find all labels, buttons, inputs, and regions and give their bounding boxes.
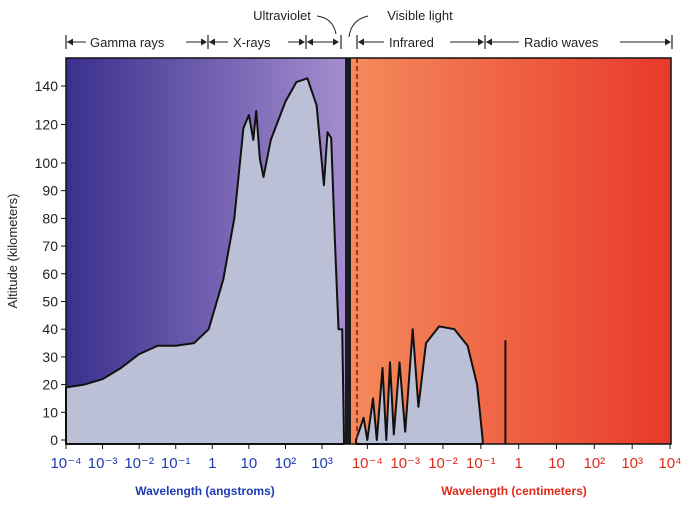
x-tick-label-angstroms: 10: [241, 455, 258, 472]
band-label-ultraviolet: Ultraviolet: [253, 8, 311, 23]
y-tick-label: 50: [42, 294, 58, 310]
background-centimeters: [351, 58, 671, 444]
x-tick-label-centimeters: 1: [515, 455, 523, 472]
x-tick-label-angstroms: 10⁻⁴: [50, 455, 81, 472]
x-tick-label-angstroms: 10⁻¹: [161, 455, 191, 472]
y-tick-label: 30: [42, 349, 58, 365]
x-tick-label-centimeters: 10⁻²: [428, 455, 458, 472]
x-axis-label-angstroms: Wavelength (angstroms): [135, 484, 275, 498]
band-arrow: [333, 38, 339, 46]
band-label-radio-waves: Radio waves: [524, 35, 599, 50]
spectrum-bands-layer: Gamma rays X-rays Ultraviolet Visible light…: [65, 8, 673, 50]
visible-light-leader: [348, 15, 369, 38]
y-tick-label: 20: [42, 377, 58, 393]
visible-light-divider: [345, 58, 351, 444]
y-tick-label: 40: [42, 321, 58, 337]
x-tick-label-centimeters: 10⁴: [658, 455, 681, 472]
absorption-area-angstroms: [65, 77, 345, 445]
y-tick-label: 100: [35, 155, 59, 171]
y-tick-label: 70: [42, 238, 58, 254]
x-tick-label-angstroms: 10³: [311, 455, 333, 472]
x-tick-label-angstroms: 10⁻³: [88, 455, 118, 472]
band-label-visible-light: Visible light: [387, 8, 453, 23]
ultraviolet-leader: [316, 15, 337, 35]
y-tick-label: 80: [42, 210, 58, 226]
band-arrow: [478, 38, 484, 46]
x-tick-label-centimeters: 10⁻³: [390, 455, 420, 472]
y-tick-label: 0: [50, 432, 58, 448]
x-axis-label-centimeters: Wavelength (centimeters): [441, 484, 587, 498]
y-tick-label: 120: [35, 117, 59, 133]
x-tick-label-angstroms: 10²: [275, 455, 297, 472]
absorption-area-centimeters: [355, 325, 484, 445]
band-label-infrared: Infrared: [389, 35, 434, 50]
absorption-area-layer: [65, 58, 507, 445]
y-tick-label: 60: [42, 266, 58, 282]
x-tick-label-centimeters: 10⁻⁴: [352, 455, 383, 472]
axes-layer: 0 10 20 30 40 50 60 70 80 90 100 120 140 10⁻⁴ 10⁻³ 10⁻²…: [35, 57, 682, 472]
band-arrow: [665, 38, 671, 46]
x-tick-label-angstroms: 10⁻²: [124, 455, 154, 472]
x-tick-label-centimeters: 10: [548, 455, 565, 472]
x-tick-label-angstroms: 1: [208, 455, 216, 472]
y-tick-label: 90: [42, 183, 58, 199]
band-arrow: [201, 38, 207, 46]
plot-frame: [65, 57, 672, 445]
y-tick-label: 10: [42, 404, 58, 420]
band-arrow: [299, 38, 305, 46]
x-tick-label-centimeters: 10²: [583, 455, 605, 472]
y-tick-label: 140: [35, 78, 59, 94]
band-label-x-rays: X-rays: [233, 35, 271, 50]
x-tick-label-centimeters: 10³: [621, 455, 643, 472]
band-label-gamma-rays: Gamma rays: [90, 35, 165, 50]
y-axis-label: Altitude (kilometers): [5, 194, 20, 309]
x-tick-label-centimeters: 10⁻¹: [466, 455, 496, 472]
